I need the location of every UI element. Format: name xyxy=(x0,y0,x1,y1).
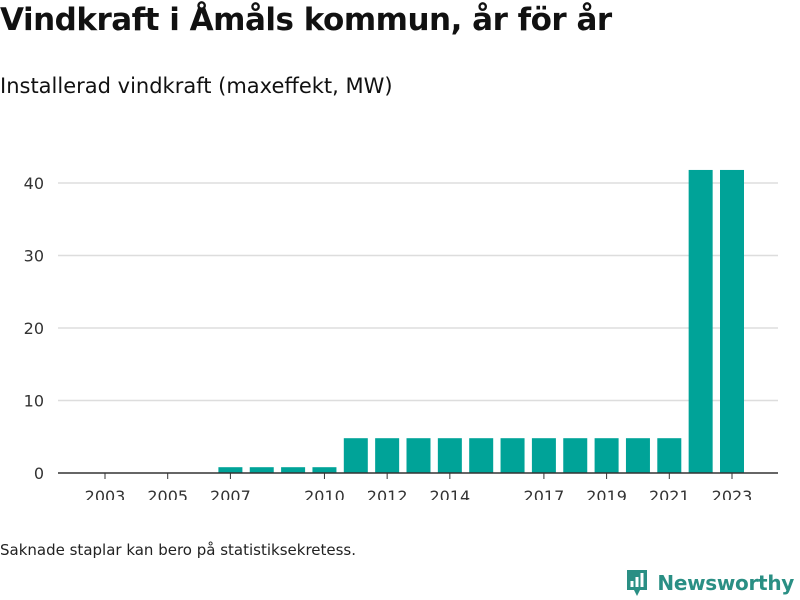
brand: Newsworthy xyxy=(625,568,794,598)
x-tick-label: 2023 xyxy=(712,487,753,500)
bar-2010 xyxy=(312,467,337,473)
x-tick-label: 2010 xyxy=(304,487,345,500)
x-tick-label: 2003 xyxy=(85,487,126,500)
x-tick-label: 2017 xyxy=(524,487,565,500)
bar-2012 xyxy=(375,438,400,473)
bar-2022 xyxy=(688,169,713,473)
x-tick-label: 2021 xyxy=(649,487,690,500)
chart-subtitle: Installerad vindkraft (maxeffekt, MW) xyxy=(0,74,393,98)
x-tick-label: 2005 xyxy=(147,487,188,500)
x-tick-label: 2014 xyxy=(429,487,470,500)
bar-chart: 0 10 20 30 40 2003 2005 2007 2010 2012 2014 2017 201… xyxy=(24,169,778,500)
bar-2017 xyxy=(531,438,556,473)
x-tick-label: 2019 xyxy=(586,487,627,500)
bar-2019 xyxy=(594,438,619,473)
y-tick-label: 10 xyxy=(24,392,44,411)
bar-2014 xyxy=(437,438,462,473)
bar-2020 xyxy=(625,438,650,473)
bar-2007 xyxy=(218,467,243,473)
bar-2013 xyxy=(406,438,431,473)
y-tick-label: 40 xyxy=(24,174,44,193)
chart-title: Vindkraft i Åmåls kommun, år för år xyxy=(0,2,612,38)
y-tick-label: 0 xyxy=(34,464,44,483)
x-tick-label: 2007 xyxy=(210,487,251,500)
y-tick-label: 20 xyxy=(24,319,44,338)
bar-2009 xyxy=(281,467,306,473)
newsworthy-logo-icon xyxy=(627,570,648,596)
bar-2023 xyxy=(720,169,744,473)
brand-name: Newsworthy xyxy=(657,571,794,595)
bar-2018 xyxy=(563,438,588,473)
bar-2011 xyxy=(343,438,368,473)
bar-2008 xyxy=(249,467,274,473)
footnote: Saknade staplar kan bero på statistiksek… xyxy=(0,541,357,559)
x-tick-label: 2012 xyxy=(367,487,408,500)
bar-2016 xyxy=(500,438,525,473)
bar-2015 xyxy=(469,438,494,473)
bar-2021 xyxy=(657,438,682,473)
y-tick-label: 30 xyxy=(24,247,44,266)
